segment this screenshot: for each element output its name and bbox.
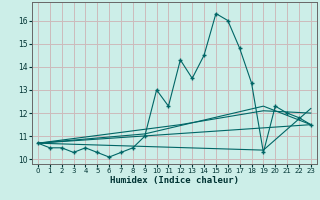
X-axis label: Humidex (Indice chaleur): Humidex (Indice chaleur): [110, 176, 239, 185]
